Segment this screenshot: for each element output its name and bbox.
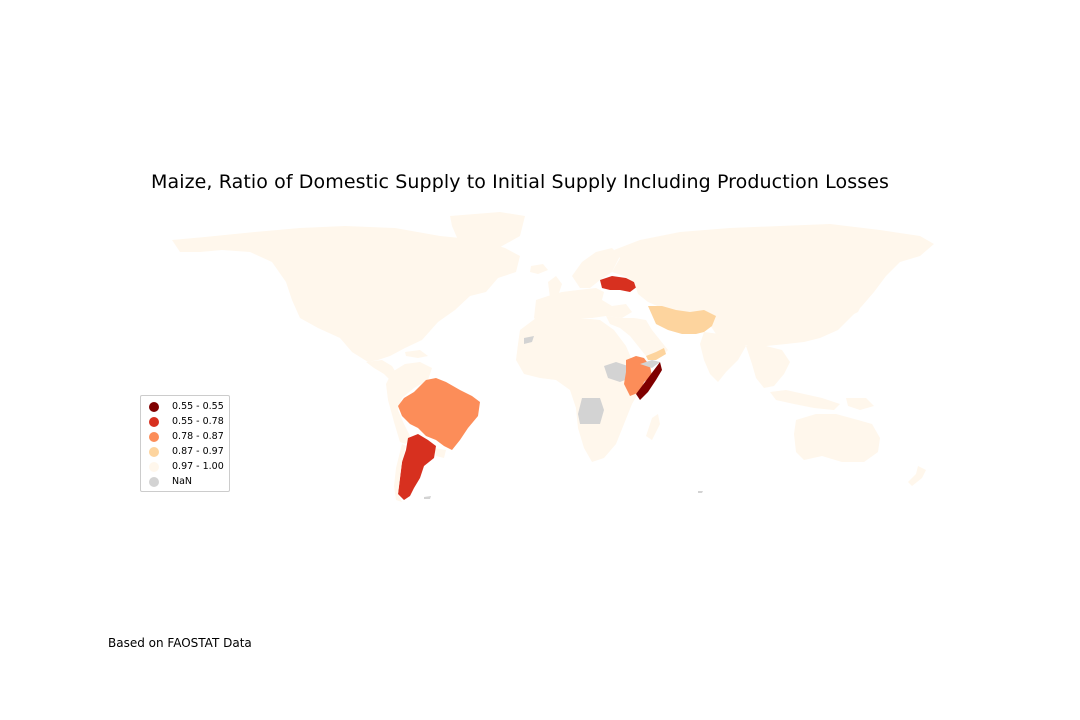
legend-item: 0.55 - 0.55 [141, 399, 229, 414]
region-scandinavia [572, 248, 620, 288]
region-middle-east [606, 316, 668, 358]
region-uruguay [434, 448, 446, 458]
region-uk-ireland [548, 276, 562, 298]
region-iceland [530, 264, 548, 274]
legend-swatch [149, 416, 159, 427]
map-title: Maize, Ratio of Domestic Supply to Initi… [150, 171, 890, 193]
region-somalia [636, 362, 662, 400]
legend-swatch [149, 476, 159, 487]
region-australia [794, 414, 880, 462]
legend-swatch [149, 431, 159, 442]
source-note: Based on FAOSTAT Data [108, 636, 252, 650]
legend-item: NaN [141, 474, 229, 489]
legend-label: 0.55 - 0.78 [172, 416, 224, 427]
region-northern-south-america [386, 362, 432, 444]
region-iran-afghanistan-pakistan [648, 306, 716, 334]
legend-item: 0.87 - 0.97 [141, 444, 229, 459]
legend-item: 0.78 - 0.87 [141, 429, 229, 444]
region-chile [394, 444, 406, 502]
region-yemen [646, 348, 666, 360]
region-indonesia [770, 390, 840, 410]
region-south-georgia [698, 491, 703, 493]
region-new-guinea [846, 398, 874, 410]
region-brazil [398, 378, 480, 450]
region-falklands [424, 496, 431, 499]
region-madagascar [646, 414, 660, 440]
region-japan [846, 290, 864, 316]
legend-swatch [149, 401, 159, 412]
legend-item: 0.97 - 1.00 [141, 459, 229, 474]
legend-label: 0.78 - 0.87 [172, 431, 224, 442]
legend-label: 0.87 - 0.97 [172, 446, 224, 457]
legend-swatch [149, 446, 159, 457]
region-southeast-asia [746, 346, 790, 388]
region-greenland [450, 212, 525, 252]
region-russia-asia [612, 224, 934, 346]
legend-label: NaN [172, 476, 193, 487]
legend-label: 0.55 - 0.55 [172, 401, 224, 412]
region-caribbean [405, 350, 428, 358]
region-argentina [398, 434, 436, 500]
legend-label: 0.97 - 1.00 [172, 461, 224, 472]
region-india [700, 332, 746, 382]
region-somaliland [640, 360, 660, 368]
map-legend: 0.55 - 0.55 0.55 - 0.78 0.78 - 0.87 0.87 - … [140, 395, 230, 492]
region-north-america [172, 226, 520, 362]
region-angola [578, 398, 604, 424]
legend-swatch [149, 461, 159, 472]
region-western-sahara [524, 336, 534, 344]
region-ukraine [600, 276, 638, 292]
region-south-sudan [604, 362, 630, 382]
region-ethiopia [624, 356, 652, 396]
legend-item: 0.55 - 0.78 [141, 414, 229, 429]
region-africa [516, 314, 652, 462]
region-new-zealand [908, 466, 926, 486]
